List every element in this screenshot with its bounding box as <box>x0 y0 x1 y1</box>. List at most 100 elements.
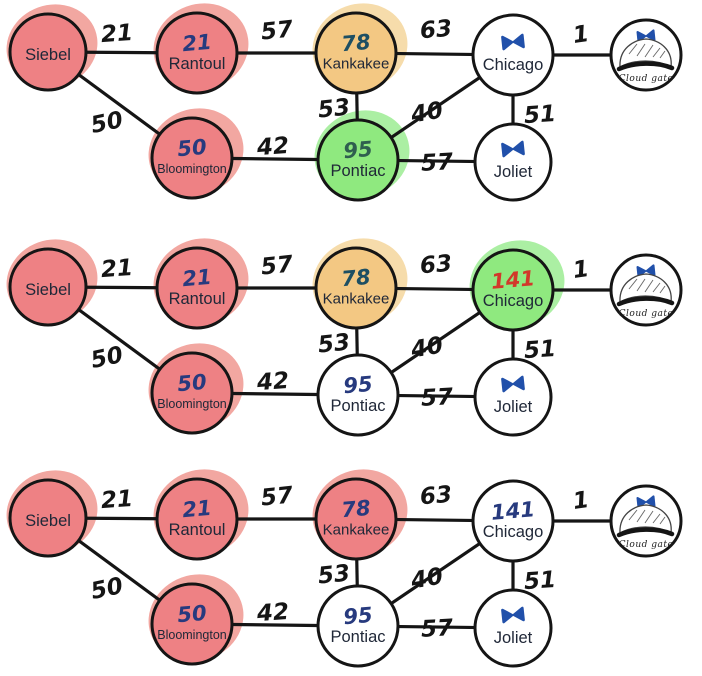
step-2-edge-weight-pontiac-chicago: 40 <box>408 332 445 363</box>
infinity-left-wing <box>636 497 647 509</box>
bean-hatch-line <box>644 510 654 524</box>
step-1-node-label-siebel: Siebel <box>25 46 71 64</box>
infinity-right-wing <box>645 264 656 276</box>
step-1-edge-weight-siebel-bloomington: 50 <box>89 107 126 139</box>
step-3-edge-weight-siebel-bloomington: 50 <box>89 573 126 605</box>
step-1-node-circle-rantoul <box>155 11 239 95</box>
step-1-edge-weight-rantoul-kankakee: 57 <box>260 16 295 45</box>
step-2-edge-weight-pontiac-joliet: 57 <box>420 384 453 412</box>
step-3-node-circle-bloomington <box>150 582 234 666</box>
bean-hatch-line <box>628 43 638 55</box>
step-1-node-label-chicago: Chicago <box>483 56 544 74</box>
step-3-node-label-joliet: Joliet <box>494 629 533 647</box>
step-1-edge-weight-siebel-rantoul: 21 <box>100 20 134 48</box>
bean-hatch-line <box>652 282 661 293</box>
step-1-edge-weight-pontiac-chicago: 40 <box>408 97 445 128</box>
step-3-infinity-icon-cloudgate <box>636 495 656 509</box>
bean-hatch-line <box>644 279 654 293</box>
step-3-node-circle-chicago <box>471 479 555 563</box>
bean-hatch-line <box>636 509 646 523</box>
step-3-edge-weight-pontiac-joliet: 57 <box>420 615 453 643</box>
step-3-node-label-rantoul: Rantoul <box>169 521 226 539</box>
infinity-right-wing <box>645 29 656 41</box>
step-2-node-label-cloudgate: Cloud gate <box>619 309 674 319</box>
step-2-node-value-chicago: 141 <box>490 266 536 294</box>
step-1-node-circle-pontiac <box>316 118 400 202</box>
cloud-gate-bean-sketch <box>616 273 675 307</box>
step-2-node-label-kankakee: Kankakee <box>323 291 390 308</box>
step-1-node-circle-siebel <box>8 12 88 92</box>
step-2-node-joliet: Joliet <box>473 357 553 437</box>
step-3-node-circle-joliet <box>473 588 553 668</box>
step-3-node-value-chicago: 141 <box>490 497 536 525</box>
step-3-node-value-bloomington: 50 <box>176 601 207 627</box>
step-1-node-circle-joliet <box>473 122 553 202</box>
bean-base-stroke <box>616 527 675 538</box>
step-2-node-siebel: Siebel <box>8 247 88 327</box>
step-1-node-chicago: Chicago <box>471 13 555 97</box>
bean-hatch-line <box>636 278 646 292</box>
step-2-node-value-bloomington: 50 <box>176 370 207 396</box>
step-1-node-label-bloomington: Bloomington <box>157 162 227 176</box>
step-3-node-circle-kankakee <box>314 477 398 561</box>
step-2-node-label-joliet: Joliet <box>494 398 533 416</box>
step-3-node-circle-siebel <box>8 478 88 558</box>
step-2-node-circle-kankakee <box>314 246 398 330</box>
step-2-infinity-icon-cloudgate <box>636 264 656 278</box>
infinity-right-wing <box>512 140 525 156</box>
step-1-node-value-rantoul: 21 <box>181 30 212 56</box>
bean-base-stroke <box>616 296 675 307</box>
step-3-edge-weight-chicago-cloudgate: 1 <box>571 487 590 515</box>
step-2-node-label-rantoul: Rantoul <box>169 290 226 308</box>
step-3-node-label-kankakee: Kankakee <box>323 522 390 539</box>
step-2-edge-weight-siebel-bloomington: 50 <box>89 342 126 374</box>
step-3-node-value-rantoul: 21 <box>181 496 212 522</box>
infinity-left-wing <box>636 266 647 278</box>
bean-hatch-line <box>644 44 654 58</box>
step-2-edge-weight-rantoul-kankakee: 57 <box>260 251 295 280</box>
bean-outline <box>619 273 672 304</box>
infinity-left-wing <box>501 142 514 158</box>
step-3-node-label-chicago: Chicago <box>483 523 544 541</box>
step-1-node-cloudgate: Cloud gate <box>609 18 683 92</box>
step-1-node-value-pontiac: 95 <box>342 137 373 163</box>
step-1-node-label-pontiac: Pontiac <box>330 162 385 180</box>
step-2-node-value-pontiac: 95 <box>342 372 373 398</box>
infinity-left-wing <box>501 35 514 51</box>
step-3-edge-weight-kankakee-pontiac: 53 <box>317 560 352 589</box>
infinity-right-wing <box>512 606 525 622</box>
step-2-node-label-pontiac: Pontiac <box>330 397 385 415</box>
step-2-edge-weight-kankakee-pontiac: 53 <box>317 329 352 358</box>
step-2-node-circle-chicago <box>471 248 555 332</box>
step-1-edge-weight-chicago-joliet: 51 <box>523 101 557 129</box>
step-1-edge-weight-kankakee-pontiac: 53 <box>317 94 352 123</box>
step-3-infinity-icon-joliet <box>501 606 525 624</box>
step-3-edge-weight-pontiac-chicago: 40 <box>408 563 445 594</box>
step-2-edge-weight-bloomington-pontiac: 42 <box>255 368 290 396</box>
step-3-edge-weight-rantoul-kankakee: 57 <box>260 482 295 511</box>
step-1-edge-weight-chicago-cloudgate: 1 <box>571 21 590 49</box>
step-3-node-circle-rantoul <box>155 477 239 561</box>
step-2-node-label-chicago: Chicago <box>483 292 544 310</box>
step-3-node-joliet: Joliet <box>473 588 553 668</box>
step-3-edge-weight-chicago-joliet: 51 <box>523 567 557 595</box>
step-1-node-label-joliet: Joliet <box>494 163 533 181</box>
